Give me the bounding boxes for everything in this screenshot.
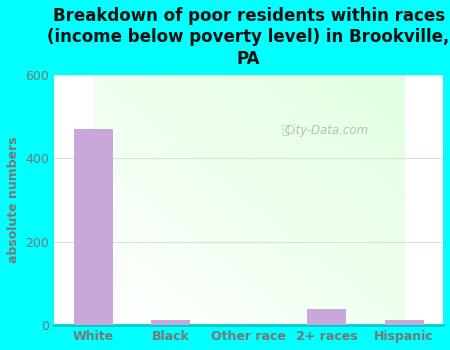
Bar <box>385 320 423 325</box>
Text: Ⓠ: Ⓠ <box>282 124 289 136</box>
Bar <box>74 129 112 325</box>
Text: City-Data.com: City-Data.com <box>284 124 369 136</box>
Bar <box>307 308 346 325</box>
Y-axis label: absolute numbers: absolute numbers <box>7 137 20 264</box>
Title: Breakdown of poor residents within races
(income below poverty level) in Brookvi: Breakdown of poor residents within races… <box>47 7 450 68</box>
Bar <box>152 320 190 325</box>
